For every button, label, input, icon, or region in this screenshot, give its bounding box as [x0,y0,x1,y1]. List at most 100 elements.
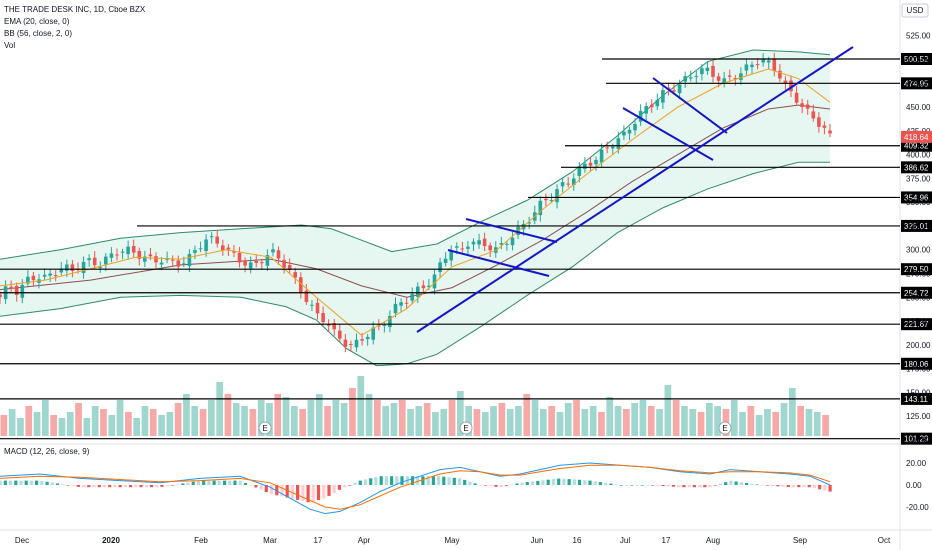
price-tick: 250.00 [906,293,931,302]
volume-bar [108,415,116,436]
volume-bar [448,400,456,436]
candle-body [104,256,108,265]
symbol-legend[interactable]: THE TRADE DESK INC, 1D, Cboe BZX [4,5,146,14]
macd-histogram-bar [155,485,159,488]
macd-histogram-bar [786,485,790,488]
candle-body [226,247,231,250]
candle-body [688,77,693,79]
candle-body [198,248,203,250]
macd-histogram-bar [739,482,743,485]
macd-axis[interactable]: 20.00 0.00 -20.00 [906,459,929,512]
macd-histogram-bar [447,477,451,485]
candle-body [126,246,130,255]
horizontal-levels: 500.52 474.95 409.32 386.62 354.96 325.01 279.… [0,53,932,445]
candle-body [332,323,336,330]
bollinger-bands [0,49,831,367]
macd-histogram-bar [598,482,602,485]
volume-bar [581,409,589,436]
time-tick: May [444,536,459,545]
candle-body [800,103,804,107]
volume-bar [589,406,597,436]
candle-body [766,60,771,63]
candle-body [672,90,676,92]
candle-body [560,182,565,187]
volume-bar [125,412,132,436]
vol-legend[interactable]: Vol [4,41,15,50]
macd-histogram-bar [724,482,728,485]
macd-histogram-bar [713,485,717,486]
candle-body [304,290,309,302]
candle-body [772,58,777,71]
volume-bar [739,412,746,436]
candle-body [828,130,832,134]
macd-histogram-bar [807,485,811,488]
macd-histogram-bar [76,485,80,487]
macd-histogram-bar [609,483,613,485]
macd-histogram-bar [656,485,660,486]
ema-legend[interactable]: EMA (20, close, 0) [4,17,70,26]
volume-bar [8,409,16,436]
macd-histogram-bar [463,479,467,485]
volume-bar [224,394,232,436]
candle-body [382,325,387,326]
candle-body [727,75,732,77]
price-axis[interactable]: 525.00500.00475.00450.00425.00400.00375.… [906,32,931,445]
volume-bar [291,406,298,436]
macd-histogram-bar [123,485,127,488]
candle-body [455,246,459,248]
macd-histogram-bar [259,485,263,490]
candle-body [594,159,598,165]
bb-legend[interactable]: BB (56, close, 2, 0) [4,29,72,38]
volume-bar [656,409,663,436]
level-label: 279.50 [904,265,929,274]
candle-body [482,238,487,247]
currency-badge[interactable] [901,3,929,18]
macd-histogram-bar [363,479,368,485]
macd-histogram-bar [718,483,723,485]
level-label: 474.95 [904,79,929,88]
macd-legend[interactable]: MACD (12, 26, close, 9) [4,447,90,456]
time-tick: 17 [314,536,323,545]
macd-histogram-bar [369,478,373,485]
macd-histogram-bar [536,480,540,485]
macd-histogram-bar [176,484,180,485]
macd-histogram-bar [40,480,44,485]
volume-bar [697,412,705,436]
macd-histogram-bar [343,485,347,488]
candle-body [182,263,186,265]
price-tick: 350.00 [906,198,931,207]
time-axis[interactable]: Dec 2020 Feb Mar 17 Apr May Jun 16 Jul 17 Aug Sep Oct [15,536,891,545]
candle-body [232,251,236,253]
candle-body [811,111,816,119]
macd-histogram-bar [452,477,456,485]
macd-histogram-bar [593,481,597,485]
candle-body [611,146,615,149]
macd-histogram-bar [254,485,258,488]
volume-bar [158,415,165,436]
time-tick: Sep [793,536,808,545]
candle-body [404,302,409,304]
candle-body [783,80,788,84]
price-tick: 300.00 [906,246,931,255]
candle-body [282,259,286,268]
macd-histogram-bar [484,485,488,486]
candle-body [360,339,364,341]
candle-body [271,249,275,253]
candle-body [321,313,325,323]
candle-body [193,250,197,253]
volume-bar [498,403,506,436]
candle-body [577,166,582,176]
macd-histogram-bar [353,482,357,485]
volume-bar [432,412,439,436]
volume-bar [531,400,539,436]
volume-bar [440,409,448,436]
macd-histogram-bar [614,484,618,485]
candle-body [744,64,749,71]
candle-body [817,117,821,127]
macd-histogram-bar [144,485,148,488]
volume-bar [747,406,755,436]
bb-lower-line [0,161,830,367]
level-label-box [901,392,932,405]
